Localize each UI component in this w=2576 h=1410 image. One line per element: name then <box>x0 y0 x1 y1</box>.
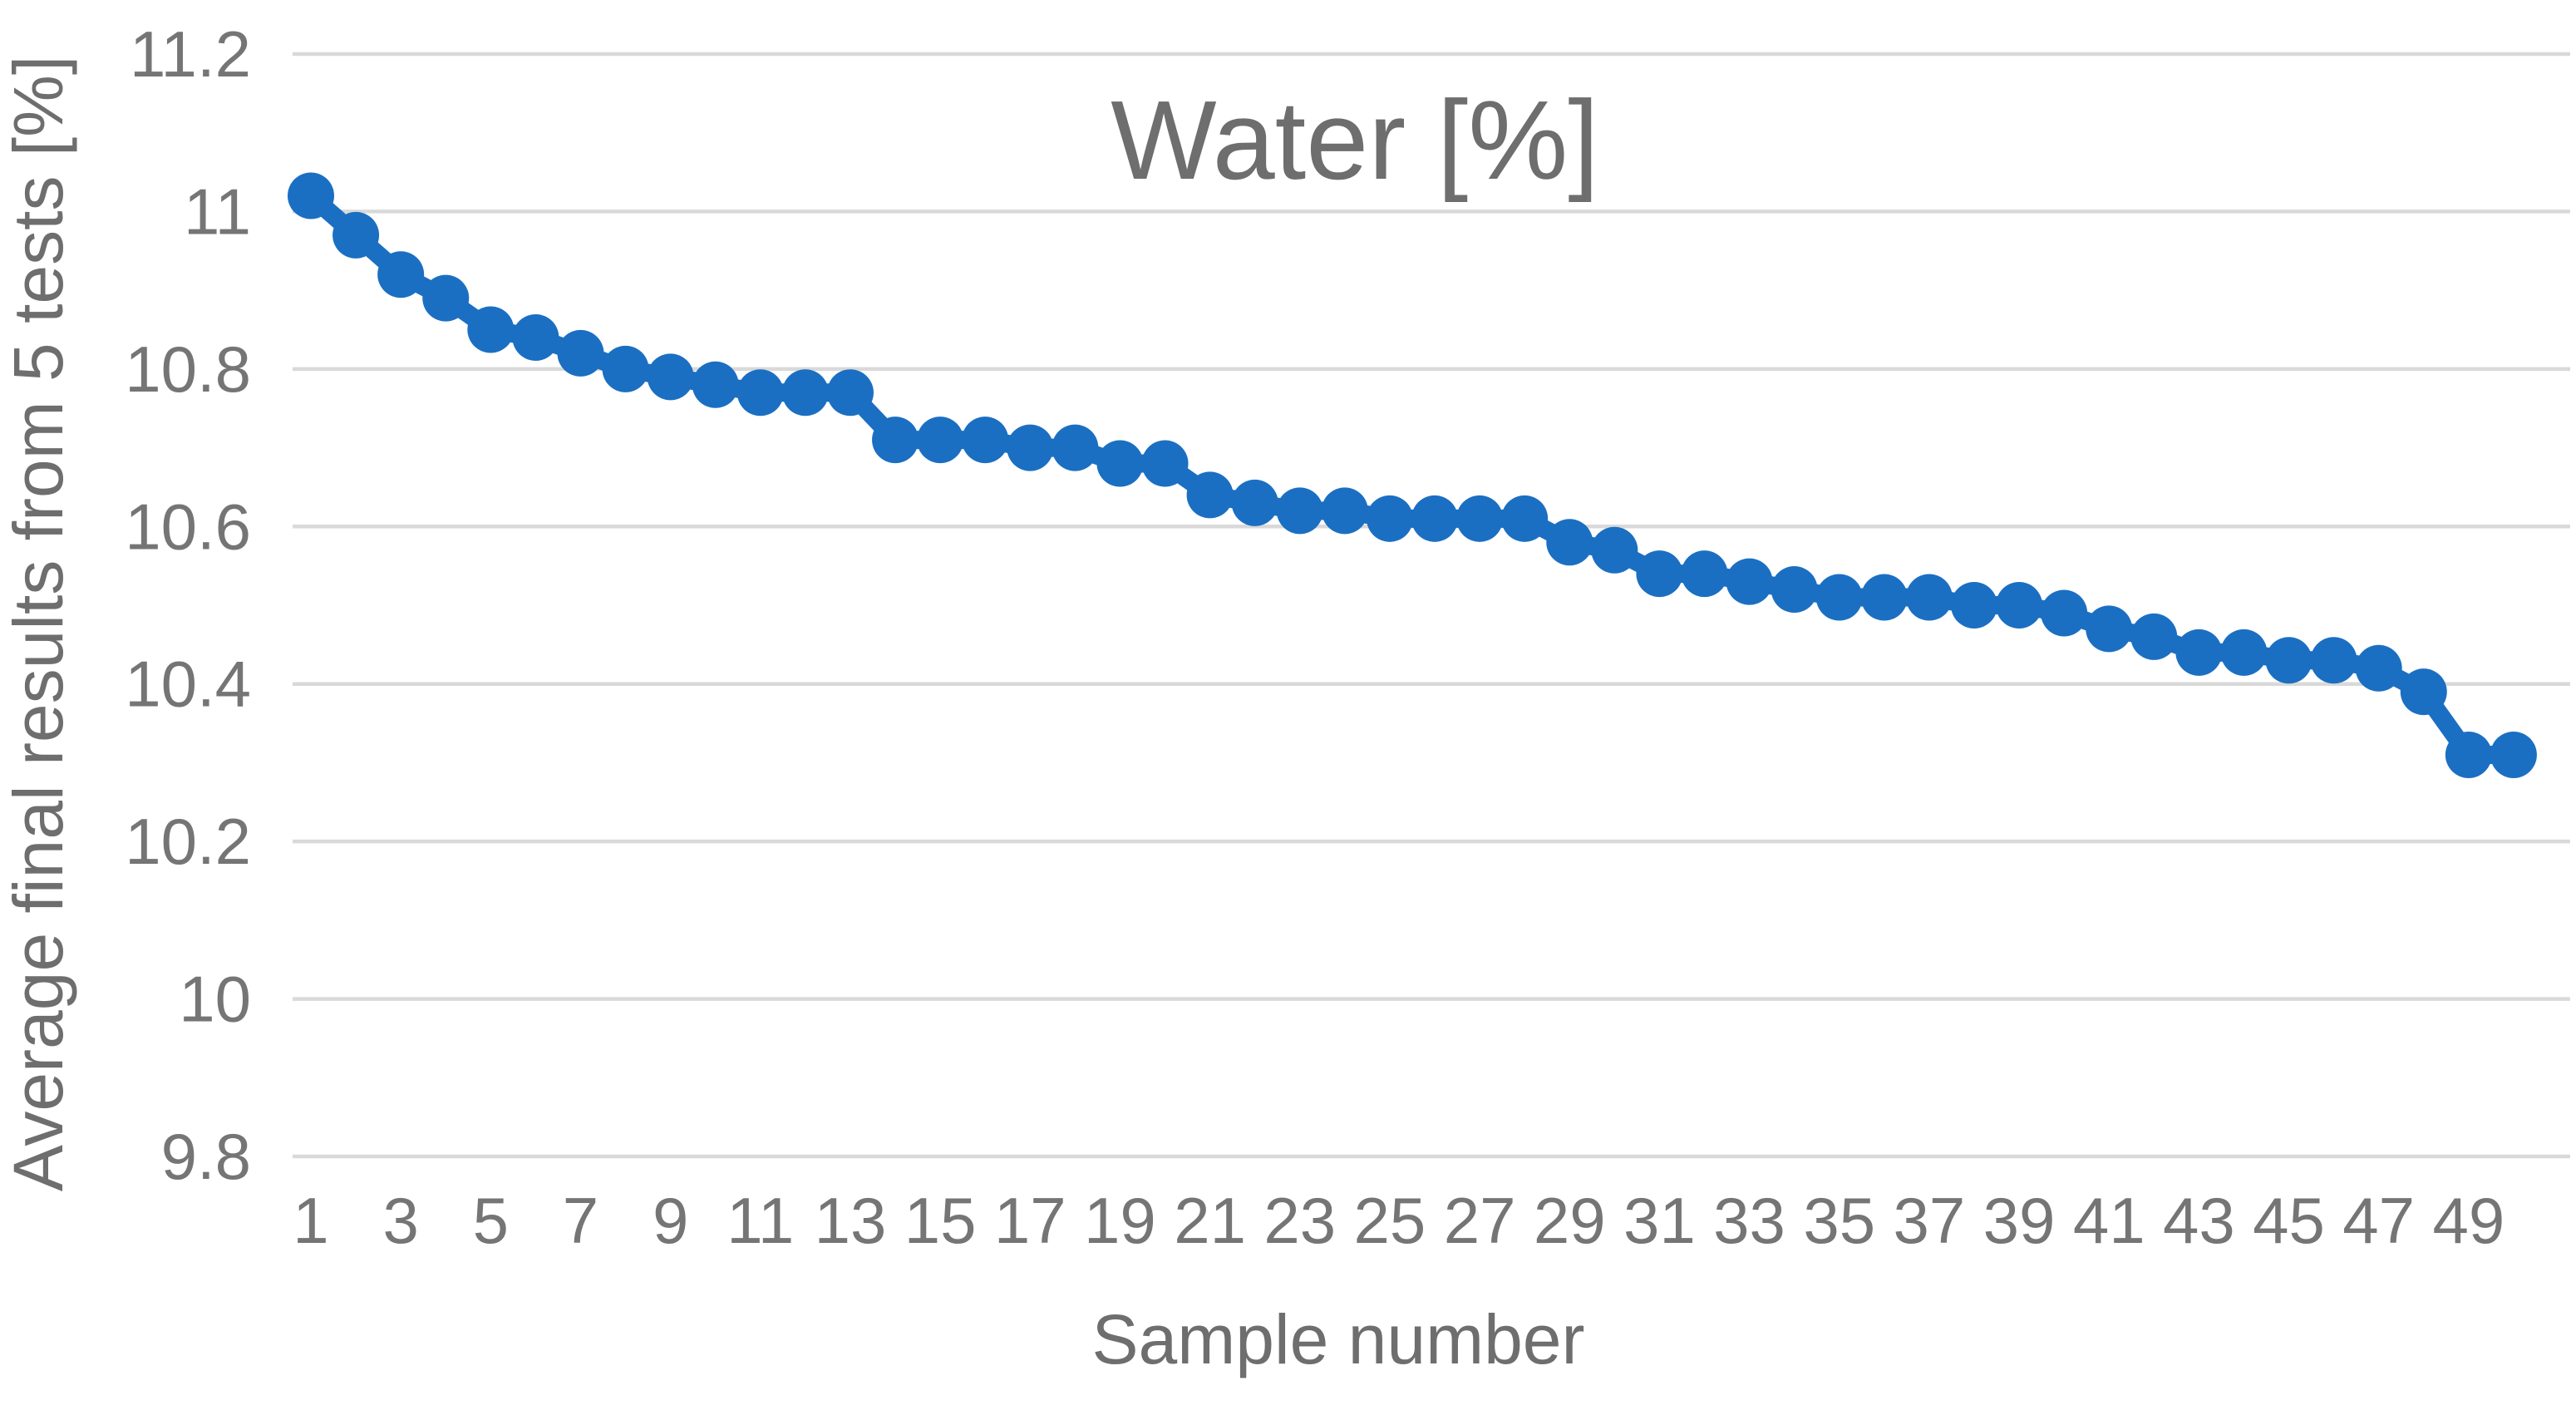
y-tick-label: 11.2 <box>130 17 251 91</box>
data-point <box>2086 605 2133 653</box>
x-tick-label: 21 <box>1174 1184 1246 1257</box>
data-point <box>422 274 470 322</box>
data-point <box>1636 550 1683 598</box>
data-point <box>1905 574 1953 621</box>
data-point <box>1815 574 1863 621</box>
data-point <box>1950 582 1997 629</box>
data-point <box>2310 637 2357 684</box>
x-tick-label: 5 <box>473 1184 509 1257</box>
data-point <box>467 306 515 353</box>
y-tick-label: 10.4 <box>125 648 251 721</box>
y-axis-title: Average final results from 5 tests [%] <box>0 56 77 1191</box>
data-point <box>1456 495 1504 542</box>
data-point <box>1186 471 1234 519</box>
y-tick-label: 10.6 <box>125 490 251 563</box>
data-point <box>1007 424 1054 471</box>
x-tick-label: 27 <box>1444 1184 1516 1257</box>
data-point <box>2220 629 2268 676</box>
x-tick-label: 45 <box>2253 1184 2325 1257</box>
x-tick-label: 49 <box>2432 1184 2505 1257</box>
data-point <box>332 211 380 259</box>
data-series-line <box>302 186 2523 764</box>
y-tick-label: 11 <box>184 175 251 248</box>
data-point <box>1546 519 1593 566</box>
data-point <box>917 417 964 464</box>
data-point <box>1321 487 1368 535</box>
data-point <box>1860 574 1908 621</box>
x-tick-label: 3 <box>382 1184 418 1257</box>
x-tick-label: 29 <box>1534 1184 1606 1257</box>
x-tick-label: 25 <box>1354 1184 1426 1257</box>
data-point <box>1366 495 1413 542</box>
x-tick-label: 31 <box>1623 1184 1696 1257</box>
data-point <box>512 313 559 361</box>
data-point <box>2265 637 2312 684</box>
x-tick-label: 19 <box>1084 1184 1156 1257</box>
data-point <box>736 369 784 417</box>
data-point <box>557 329 604 377</box>
x-tick-label: 15 <box>904 1184 977 1257</box>
data-point <box>1726 558 1773 605</box>
chart-title: Water [%] <box>1111 77 1599 203</box>
y-tick-label-group: 11.2 11 10.8 10.6 10.4 10.2 10 9.8 <box>125 17 251 1193</box>
data-point <box>377 251 425 298</box>
data-point <box>1501 495 1549 542</box>
data-point <box>2175 629 2223 676</box>
gridline-group <box>293 52 2570 1159</box>
x-tick-label: 39 <box>1983 1184 2056 1257</box>
x-tick-label: 9 <box>653 1184 688 1257</box>
data-point <box>2130 613 2178 660</box>
data-series-group <box>288 172 2537 778</box>
data-point <box>2445 731 2492 778</box>
data-point <box>1411 495 1458 542</box>
data-point <box>1996 582 2043 629</box>
data-point <box>2490 731 2537 778</box>
data-point <box>288 172 334 219</box>
data-point <box>1681 550 1728 598</box>
x-tick-label: 43 <box>2163 1184 2235 1257</box>
data-point <box>962 417 1009 464</box>
x-tick-label: 17 <box>994 1184 1066 1257</box>
x-tick-label-group: 1 3 5 7 9 11 13 15 17 19 21 23 25 27 29 31 33 35 37 39 41 43 4… <box>293 1184 2505 1257</box>
y-tick-label: 9.8 <box>161 1120 251 1193</box>
data-point <box>1141 440 1189 487</box>
x-tick-label: 23 <box>1263 1184 1336 1257</box>
data-point <box>2355 644 2402 692</box>
data-point <box>1231 479 1278 526</box>
data-point <box>781 369 829 417</box>
x-tick-label: 7 <box>563 1184 598 1257</box>
data-point <box>826 369 874 417</box>
data-point <box>692 361 739 408</box>
data-point <box>1276 487 1323 535</box>
y-tick-label: 10 <box>179 963 251 1036</box>
x-tick-label: 41 <box>2073 1184 2145 1257</box>
x-tick-label: 35 <box>1803 1184 1875 1257</box>
y-tick-label: 10.8 <box>125 333 251 406</box>
x-tick-label: 13 <box>815 1184 887 1257</box>
x-tick-label: 47 <box>2342 1184 2415 1257</box>
x-tick-label: 33 <box>1713 1184 1785 1257</box>
x-tick-label: 11 <box>727 1184 794 1257</box>
data-point <box>1591 526 1638 574</box>
data-point <box>2400 668 2447 716</box>
x-axis-title: Sample number <box>1092 1300 1585 1378</box>
data-point <box>1096 440 1144 487</box>
data-point <box>602 345 649 392</box>
data-point <box>1052 424 1099 471</box>
y-tick-label: 10.2 <box>125 805 251 878</box>
data-point <box>647 353 694 401</box>
x-tick-label: 37 <box>1893 1184 1965 1257</box>
data-point <box>1771 566 1818 614</box>
data-point <box>872 417 919 464</box>
x-tick-label: 1 <box>293 1184 328 1257</box>
data-point <box>2041 589 2088 637</box>
